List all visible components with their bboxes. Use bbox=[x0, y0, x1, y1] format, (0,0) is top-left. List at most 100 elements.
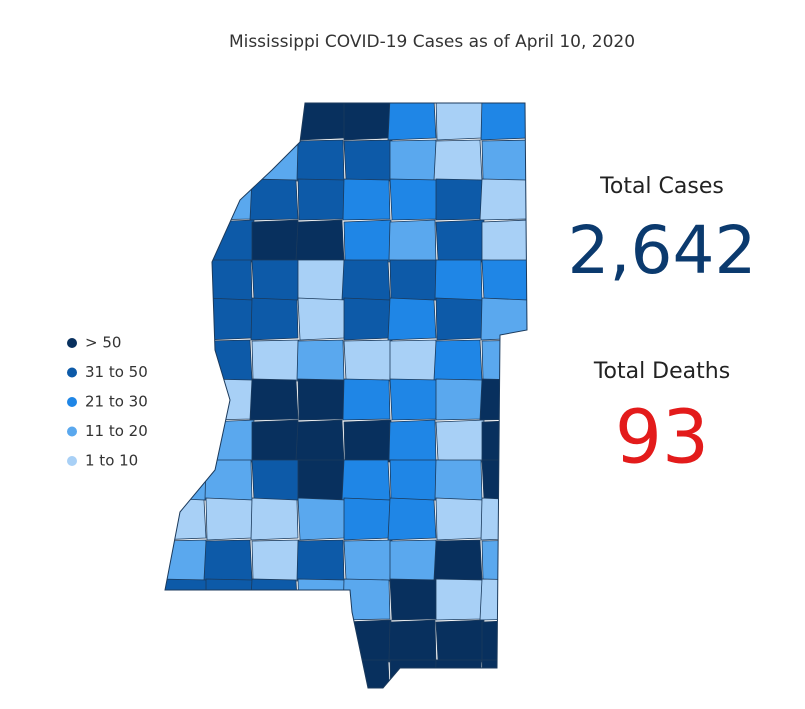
county bbox=[250, 297, 299, 341]
stats: Total Cases 2,642 Total Deaths 93 bbox=[568, 174, 757, 481]
county bbox=[296, 339, 345, 382]
county bbox=[249, 178, 299, 221]
county bbox=[389, 139, 437, 182]
county bbox=[343, 339, 393, 382]
county bbox=[205, 103, 254, 141]
county bbox=[389, 659, 438, 688]
county bbox=[342, 378, 391, 421]
county bbox=[250, 103, 299, 141]
county bbox=[434, 259, 483, 301]
county bbox=[481, 539, 527, 582]
legend: > 50 31 to 50 21 to 30 11 to 20 1 to 10 bbox=[67, 334, 148, 470]
county bbox=[251, 339, 300, 382]
county bbox=[342, 178, 391, 221]
county bbox=[165, 297, 207, 341]
county bbox=[165, 178, 209, 221]
county bbox=[251, 539, 300, 582]
county bbox=[205, 378, 253, 421]
county bbox=[479, 178, 527, 221]
county bbox=[203, 139, 253, 182]
legend-label: 21 to 30 bbox=[85, 393, 148, 411]
county bbox=[435, 578, 483, 621]
county bbox=[435, 103, 484, 141]
county bbox=[297, 259, 345, 301]
county bbox=[296, 539, 345, 582]
county bbox=[297, 378, 346, 421]
county bbox=[204, 459, 253, 501]
county bbox=[251, 259, 301, 301]
county bbox=[435, 619, 485, 663]
county bbox=[205, 497, 254, 541]
county bbox=[343, 419, 392, 463]
legend-swatch bbox=[67, 397, 77, 407]
map-title: Mississippi COVID-19 Cases as of April 1… bbox=[229, 32, 635, 52]
legend-label: 31 to 50 bbox=[85, 363, 148, 381]
county bbox=[480, 297, 527, 341]
county bbox=[165, 139, 207, 182]
county bbox=[249, 578, 299, 621]
county bbox=[205, 419, 255, 463]
legend-swatch bbox=[67, 426, 77, 437]
legend-label: 1 to 10 bbox=[85, 452, 138, 470]
county bbox=[205, 578, 253, 621]
county bbox=[296, 139, 345, 182]
county bbox=[479, 378, 527, 421]
county bbox=[388, 219, 437, 263]
county bbox=[297, 297, 347, 341]
county bbox=[389, 378, 439, 421]
county bbox=[481, 259, 527, 301]
county bbox=[389, 178, 439, 221]
county bbox=[343, 103, 391, 141]
county bbox=[480, 103, 527, 141]
county bbox=[203, 339, 253, 382]
county bbox=[481, 419, 527, 463]
county bbox=[343, 619, 392, 663]
stat-value: 2,642 bbox=[568, 212, 757, 289]
county bbox=[251, 459, 301, 501]
stat-value: 93 bbox=[615, 395, 709, 481]
county bbox=[205, 178, 253, 221]
county bbox=[434, 659, 483, 688]
county bbox=[203, 539, 253, 582]
county bbox=[165, 378, 209, 421]
county bbox=[341, 459, 391, 501]
county bbox=[435, 497, 484, 541]
county bbox=[433, 139, 483, 182]
county bbox=[343, 539, 393, 582]
county bbox=[389, 339, 437, 382]
county bbox=[343, 297, 391, 341]
county-layer bbox=[165, 103, 527, 688]
legend-swatch bbox=[67, 456, 77, 466]
county bbox=[389, 539, 437, 582]
county bbox=[165, 497, 207, 541]
county bbox=[389, 578, 439, 621]
county bbox=[387, 103, 437, 141]
county bbox=[434, 459, 483, 501]
county bbox=[433, 539, 483, 582]
county bbox=[481, 139, 527, 182]
county bbox=[297, 178, 346, 221]
county bbox=[205, 619, 255, 663]
county bbox=[204, 659, 253, 688]
county bbox=[387, 497, 437, 541]
county bbox=[205, 219, 255, 263]
county bbox=[387, 297, 437, 341]
county bbox=[389, 259, 438, 301]
county bbox=[165, 619, 207, 663]
county bbox=[165, 459, 208, 501]
legend-swatch bbox=[67, 338, 77, 348]
county bbox=[341, 259, 391, 301]
county bbox=[435, 297, 484, 341]
county bbox=[165, 578, 209, 621]
county bbox=[435, 178, 483, 221]
county bbox=[251, 139, 300, 182]
county bbox=[165, 339, 207, 382]
legend-label: > 50 bbox=[85, 334, 121, 352]
county bbox=[433, 339, 483, 382]
county bbox=[479, 578, 527, 621]
county bbox=[435, 419, 485, 463]
county bbox=[481, 619, 527, 663]
county bbox=[388, 419, 437, 463]
county bbox=[295, 219, 345, 263]
